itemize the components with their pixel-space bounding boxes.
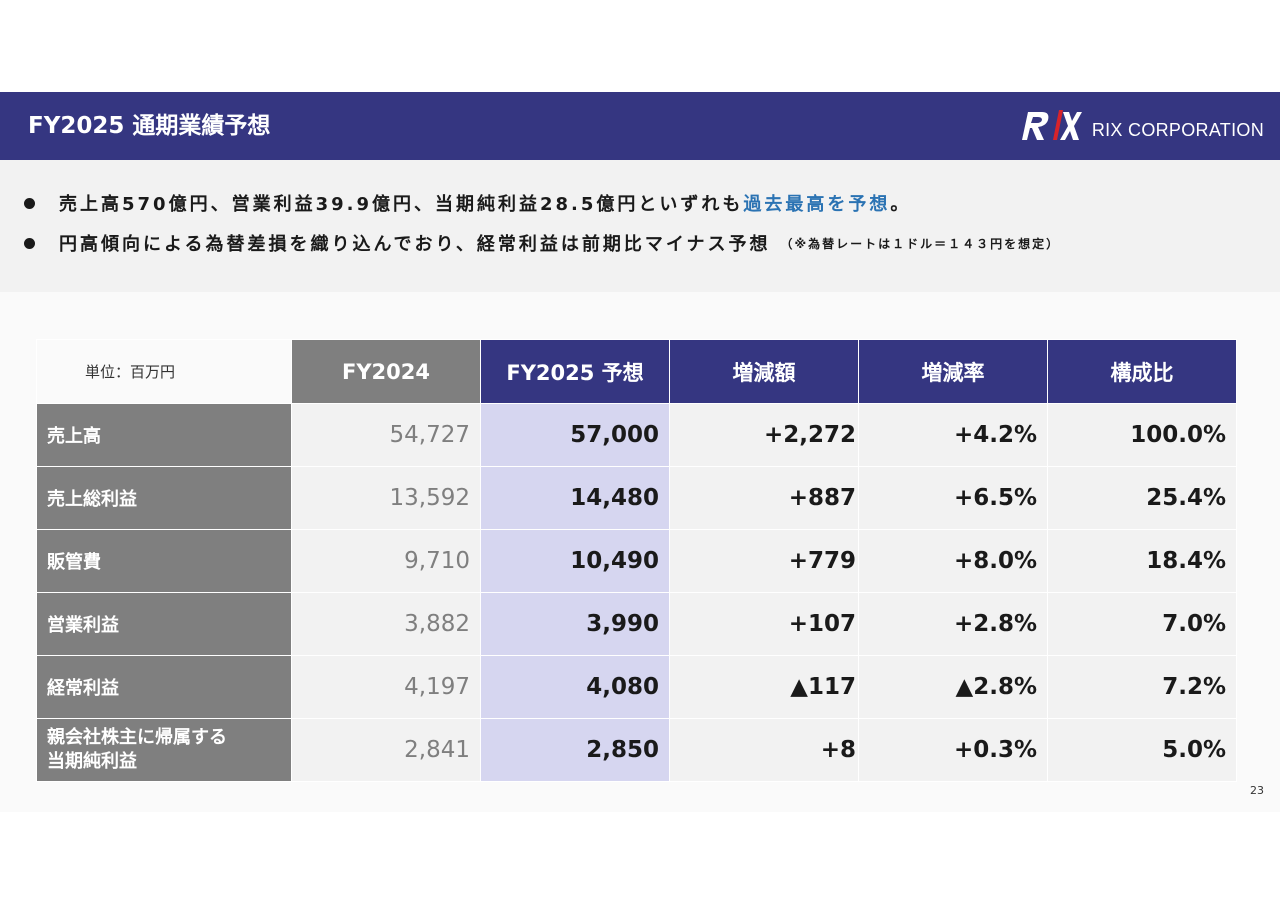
cell-fy2024: 3,882 (291, 592, 481, 656)
cell-fy2025: 4,080 (480, 655, 670, 719)
bullet-item-record-high: 売上高570億円、営業利益39.9億円、当期純利益28.5億円といずれも 過去最高… (24, 188, 911, 218)
cell-fy2025: 10,490 (480, 529, 670, 593)
cell-rate: +2.8% (858, 592, 1048, 656)
row-label: 経常利益 (36, 655, 292, 719)
bullet-text: 円高傾向による為替差損を織り込んでおり、経常利益は前期比マイナス予想 (59, 234, 771, 255)
cell-diff: +887 (669, 466, 859, 530)
cell-diff: ▲117 (669, 655, 859, 719)
cell-ratio: 7.2% (1047, 655, 1237, 719)
table-row: 経常利益 4,197 4,080 ▲117 ▲2.8% 7.2% (36, 655, 1237, 719)
table-row: 営業利益 3,882 3,990 +107 +2.8% 7.0% (36, 592, 1237, 656)
row-label-line1: 親会社株主に帰属する (47, 727, 227, 748)
cell-diff: +107 (669, 592, 859, 656)
cell-rate: +0.3% (858, 718, 1048, 782)
cell-diff: +2,272 (669, 403, 859, 467)
company-logo: RIX CORPORATION (1018, 92, 1264, 160)
unit-label: 単位：百万円 (36, 339, 292, 404)
cell-rate: ▲2.8% (858, 655, 1048, 719)
table-row: 親会社株主に帰属する 当期純利益 2,841 2,850 +8 +0.3% 5.… (36, 718, 1237, 782)
rix-logo-mark (1021, 110, 1082, 140)
bullet-item-fx-loss: 円高傾向による為替差損を織り込んでおり、経常利益は前期比マイナス予想 （※為替レ… (24, 228, 1060, 258)
cell-fy2025: 2,850 (480, 718, 670, 782)
cell-fy2024: 4,197 (291, 655, 481, 719)
summary-band (0, 160, 1280, 292)
cell-rate: +8.0% (858, 529, 1048, 593)
bullet-text-end: 。 (890, 194, 912, 215)
cell-fy2024: 9,710 (291, 529, 481, 593)
cell-diff: +779 (669, 529, 859, 593)
cell-fy2025: 3,990 (480, 592, 670, 656)
row-label: 売上高 (36, 403, 292, 467)
bullet-dot-icon (24, 197, 35, 209)
bullet-dot-icon (24, 237, 35, 249)
cell-diff: +8 (669, 718, 859, 782)
bullet-text: 売上高570億円、営業利益39.9億円、当期純利益28.5億円といずれも (59, 194, 744, 215)
col-header-fy2024: FY2024 (291, 339, 481, 404)
page-number: 23 (1250, 784, 1264, 797)
cell-rate: +6.5% (858, 466, 1048, 530)
row-label: 親会社株主に帰属する 当期純利益 (36, 718, 292, 782)
cell-ratio: 7.0% (1047, 592, 1237, 656)
table-row: 売上高 54,727 57,000 +2,272 +4.2% 100.0% (36, 403, 1237, 467)
cell-fy2024: 13,592 (291, 466, 481, 530)
cell-fy2024: 54,727 (291, 403, 481, 467)
header-band: FY2025 通期業績予想 RIX CORPORATION (0, 92, 1280, 160)
col-header-fy2025: FY2025 予想 (480, 339, 670, 404)
table-row: 売上総利益 13,592 14,480 +887 +6.5% 25.4% (36, 466, 1237, 530)
cell-fy2024: 2,841 (291, 718, 481, 782)
row-label: 営業利益 (36, 592, 292, 656)
col-header-ratio: 構成比 (1047, 339, 1237, 404)
row-label-line2: 当期純利益 (47, 751, 137, 772)
cell-ratio: 5.0% (1047, 718, 1237, 782)
logo-text: RIX CORPORATION (1091, 119, 1264, 140)
bullet-accent-text: 過去最高を予想 (743, 194, 891, 215)
row-label: 売上総利益 (36, 466, 292, 530)
forecast-table: 単位：百万円 FY2024 FY2025 予想 増減額 増減率 構成比 売上高 … (36, 339, 1237, 782)
cell-rate: +4.2% (858, 403, 1048, 467)
cell-fy2025: 14,480 (480, 466, 670, 530)
cell-ratio: 25.4% (1047, 466, 1237, 530)
row-label: 販管費 (36, 529, 292, 593)
col-header-rate: 増減率 (858, 339, 1048, 404)
cell-ratio: 18.4% (1047, 529, 1237, 593)
cell-fy2025: 57,000 (480, 403, 670, 467)
bullet-note: （※為替レートは１ドル＝１４３円を想定） (780, 236, 1061, 251)
table-header-row: 単位：百万円 FY2024 FY2025 予想 増減額 増減率 構成比 (36, 339, 1237, 404)
cell-ratio: 100.0% (1047, 403, 1237, 467)
page-title: FY2025 通期業績予想 (28, 113, 271, 139)
table-row: 販管費 9,710 10,490 +779 +8.0% 18.4% (36, 529, 1237, 593)
col-header-diff: 増減額 (669, 339, 859, 404)
